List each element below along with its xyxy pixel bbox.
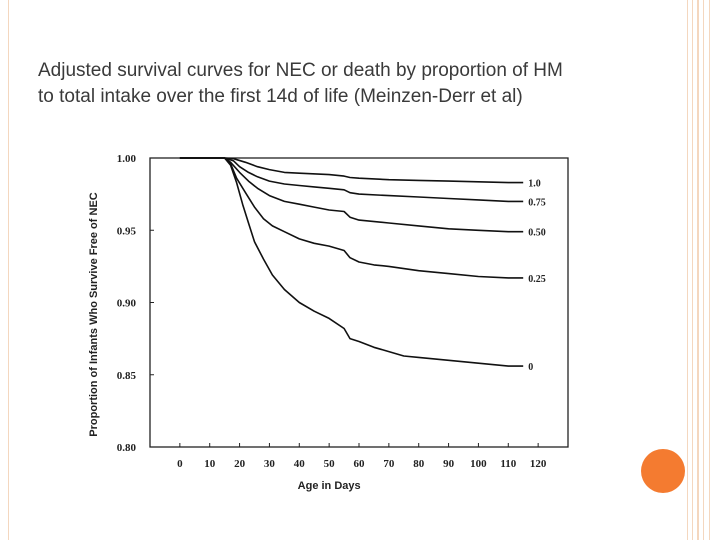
x-tick-label: 0 [177,458,183,470]
right-decorative-line [709,0,710,540]
series-line [179,157,524,279]
slide-title-line-1: Adjusted survival curves for NEC or deat… [38,60,563,81]
survival-chart: 0.800.850.900.951.000 10 20 30 40 50 60 70 80 90 1… [88,153,569,492]
x-tick-label: 30 [264,458,276,470]
y-tick-label: 1.00 [117,153,137,165]
y-tick-label: 0.80 [117,442,137,454]
x-tick-label: 20 [234,458,246,470]
y-axis-label: Proportion of Infants Who Survive Free o… [88,192,100,437]
left-decorative-rule [8,0,9,540]
right-decorative-line [697,0,699,540]
series-label: 0.75 [528,197,546,208]
x-tick-label: 100 [470,458,487,470]
y-tick-label: 0.95 [117,225,137,237]
x-tick-label: 80 [413,458,425,470]
series-label: 0 [528,362,533,373]
right-decorative-line [687,0,688,540]
right-decorative-line [692,0,693,540]
right-decorative-line [703,0,704,540]
x-tick-label: 70 [383,458,395,470]
x-tick-label: 110 [500,458,516,470]
y-tick-label: 0.90 [117,298,137,310]
x-axis-label: Age in Days [298,480,361,492]
series-line [179,157,524,184]
series-line [179,157,524,203]
x-tick-label: 40 [294,458,306,470]
x-tick-label: 60 [354,458,366,470]
x-tick-label: 50 [324,458,336,470]
series-line [179,157,524,367]
series-label: 0.25 [528,274,546,285]
series-label: 1.0 [528,179,541,190]
series-line [179,157,524,233]
slide-title: Adjusted survival curves for NEC or deat… [38,58,638,110]
series-label: 0.50 [528,228,546,239]
x-tick-label: 90 [443,458,455,470]
x-tick-label: 120 [530,458,547,470]
slide-title-line-2: to total intake over the first 14d of li… [38,86,523,107]
y-tick-label: 0.85 [117,370,137,382]
orange-circle-decoration [641,449,685,493]
x-tick-label: 10 [204,458,216,470]
